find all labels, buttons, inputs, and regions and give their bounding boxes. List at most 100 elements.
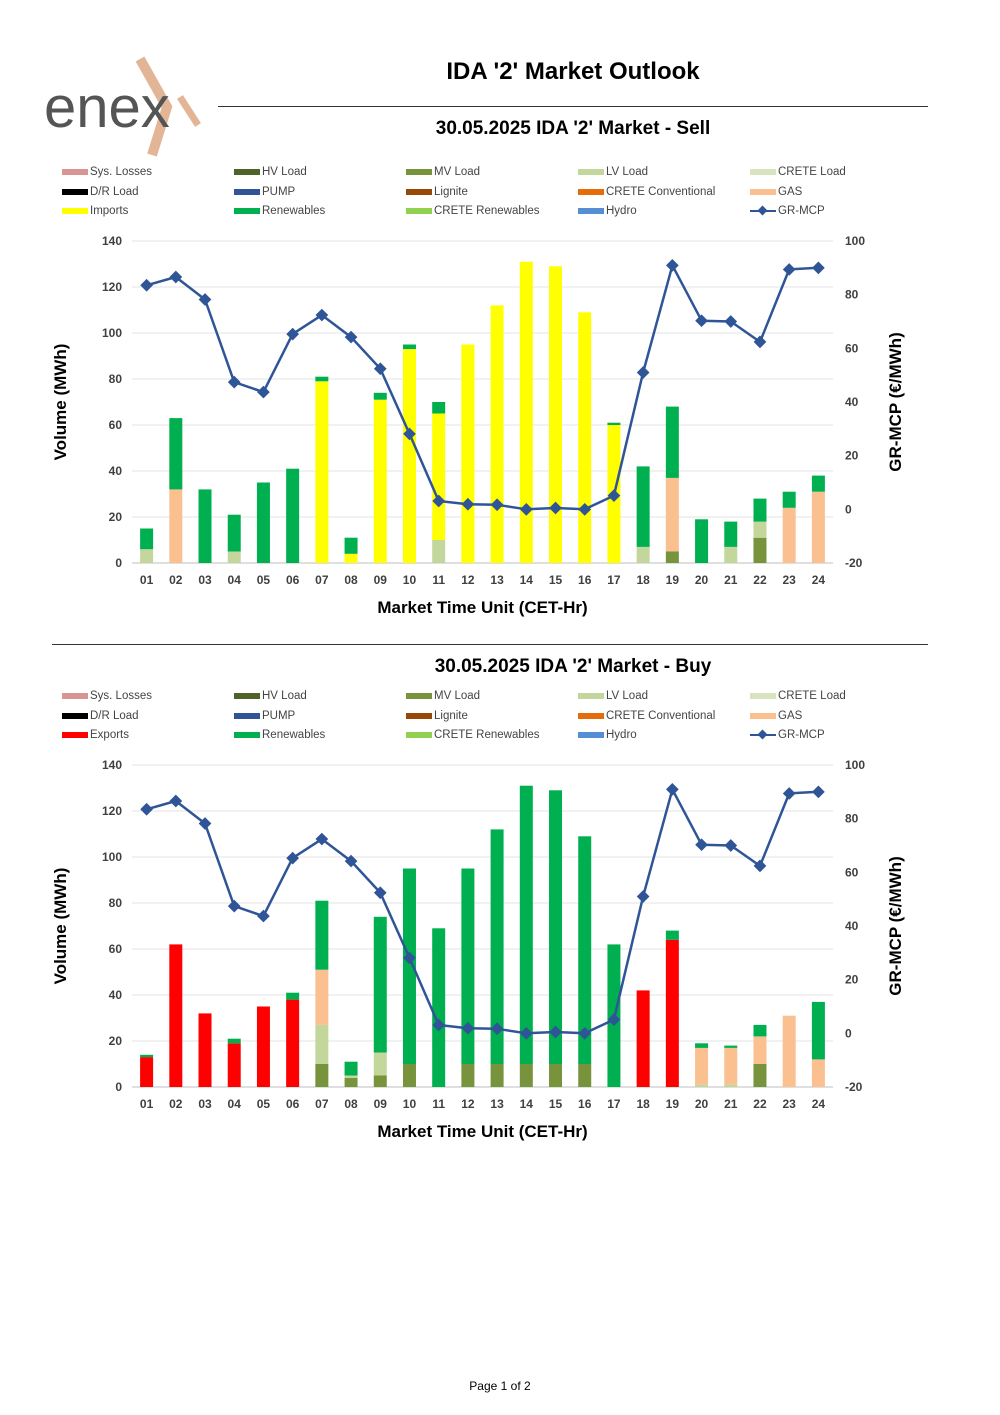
buy-gr-mcp-marker-01	[140, 802, 153, 816]
sell-bar-gas-02	[169, 489, 183, 563]
buy-bar-renewables-19	[665, 930, 679, 940]
sell-legend-swatch	[406, 208, 432, 214]
sell-x-tick-label: 13	[490, 573, 504, 587]
buy-bar-mv-load-09	[373, 1075, 387, 1087]
buy-y-tick-label: 20	[109, 1034, 123, 1048]
sell-y2-tick-label: -20	[845, 556, 863, 570]
buy-legend-label: LV Load	[606, 690, 648, 702]
sell-bar-imports-07	[315, 381, 329, 563]
sell-legend-label: Lignite	[434, 185, 468, 198]
sell-y-tick-label: 140	[102, 234, 122, 248]
sell-y-tick-label: 100	[102, 326, 122, 340]
sell-x-tick-label: 14	[520, 573, 534, 587]
buy-legend-swatch	[406, 712, 432, 719]
sell-bar-renewables-09	[373, 392, 387, 400]
buy-legend-item-crete-renewables: CRETE Renewables	[406, 726, 539, 744]
sell-bar-imports-14	[519, 261, 533, 563]
buy-bar-renewables-20	[695, 1043, 709, 1048]
sell-legend-swatch	[578, 208, 604, 214]
buy-legend-swatch	[62, 712, 88, 719]
sell-legend-item-d-r-load: D/R Load	[62, 183, 139, 201]
buy-y-tick-label: 80	[109, 896, 123, 910]
buy-bar-renewables-11	[432, 928, 446, 1087]
buy-legend-swatch	[234, 732, 260, 738]
buy-legend-label: D/R Load	[90, 709, 139, 722]
buy-legend-label: Renewables	[262, 729, 326, 741]
sell-bar-gas-19	[665, 477, 679, 552]
buy-bar-exports-18	[636, 990, 650, 1087]
buy-bar-gas-24	[811, 1059, 825, 1087]
sell-legend-item-renewables: Renewables	[234, 202, 325, 220]
sell-y2-tick-label: 60	[845, 341, 859, 355]
sell-bar-renewables-20	[695, 519, 709, 563]
sell-bar-renewables-23	[782, 491, 796, 508]
buy-legend-swatch	[750, 693, 776, 699]
sell-gr-mcp-marker-24	[812, 261, 825, 275]
sell-x-tick-label: 08	[344, 573, 358, 587]
buy-x-tick-label: 17	[607, 1097, 621, 1111]
sell-chart-legend: Sys. Losses HV Load MV Load LV Load CRETE Lo…	[62, 163, 942, 225]
buy-bar-exports-06	[286, 999, 300, 1087]
buy-bar-renewables-07	[315, 900, 329, 970]
buy-x-tick-label: 04	[228, 1097, 242, 1111]
buy-legend-item-gas: GAS	[750, 707, 802, 725]
buy-y2-tick-label: -20	[845, 1080, 863, 1094]
sell-gr-mcp-marker-13	[490, 498, 504, 512]
sell-chart: 020406080100120140-20020406080100Volume …	[51, 234, 905, 617]
buy-x-tick-label: 01	[140, 1097, 154, 1111]
sell-line-gr-mcp	[146, 264, 819, 511]
buy-y-axis-title: Volume (MWh)	[51, 868, 70, 985]
buy-gr-mcp-marker-13	[490, 1022, 504, 1036]
sell-x-tick-label: 24	[812, 573, 826, 587]
sell-x-tick-label: 23	[783, 573, 797, 587]
sell-legend-item-hv-load: HV Load	[234, 163, 307, 181]
sell-legend-label: GR-MCP	[778, 205, 825, 217]
buy-bar-renewables-09	[373, 916, 387, 1053]
buy-bar-renewables-15	[549, 790, 563, 1064]
sell-legend-label: CRETE Conventional	[606, 185, 716, 198]
sell-legend-swatch	[234, 169, 260, 175]
buy-x-tick-label: 19	[666, 1097, 680, 1111]
sell-legend-label: CRETE Renewables	[434, 205, 540, 217]
sell-gr-mcp-marker-18	[636, 366, 650, 379]
sell-x-tick-label: 07	[315, 573, 329, 587]
sell-x-tick-label: 16	[578, 573, 592, 587]
buy-legend-swatch	[578, 712, 604, 719]
buy-x-tick-label: 02	[169, 1097, 183, 1111]
sell-bar-renewables-17	[607, 422, 621, 425]
sell-bar-gas-24	[811, 491, 825, 563]
sell-gr-mcp-marker-09	[373, 362, 387, 376]
sell-bar-renewables-05	[256, 482, 270, 563]
sell-bar-lv-load-04	[227, 551, 241, 563]
buy-x-tick-label: 06	[286, 1097, 300, 1111]
buy-legend-label: CRETE Renewables	[434, 729, 540, 741]
sell-legend-item-gr-mcp: GR-MCP	[750, 202, 825, 220]
buy-bar-lv-load-20	[695, 1084, 709, 1087]
sell-bar-renewables-06	[286, 468, 300, 563]
sell-bar-renewables-07	[315, 376, 329, 382]
buy-bar-mv-load-22	[753, 1064, 767, 1087]
sell-x-tick-label: 18	[636, 573, 650, 587]
sell-bar-renewables-24	[811, 475, 825, 492]
buy-y2-tick-label: 40	[845, 919, 859, 933]
buy-bar-exports-01	[140, 1057, 154, 1087]
buy-bar-exports-02	[169, 944, 183, 1087]
buy-bar-mv-load-15	[549, 1064, 563, 1087]
sell-legend-item-lignite: Lignite	[406, 183, 468, 201]
buy-x-tick-label: 24	[812, 1097, 826, 1111]
sell-x-tick-label: 22	[753, 573, 767, 587]
buy-bar-gas-23	[782, 1015, 796, 1087]
buy-legend-swatch	[578, 693, 604, 699]
sell-bar-lv-load-22	[753, 521, 767, 538]
sell-legend-swatch	[750, 188, 776, 195]
buy-legend-swatch	[578, 732, 604, 738]
sell-y-tick-label: 120	[102, 280, 122, 294]
sell-legend-item-sys-losses: Sys. Losses	[62, 163, 152, 181]
buy-bar-renewables-08	[344, 1061, 358, 1076]
sell-legend-label: GAS	[778, 185, 803, 198]
buy-legend-swatch	[750, 712, 776, 719]
buy-gr-mcp-marker-23	[782, 787, 796, 800]
buy-legend-swatch	[234, 712, 260, 719]
buy-legend-label: HV Load	[262, 690, 307, 702]
buy-legend-item-mv-load: MV Load	[406, 687, 480, 705]
